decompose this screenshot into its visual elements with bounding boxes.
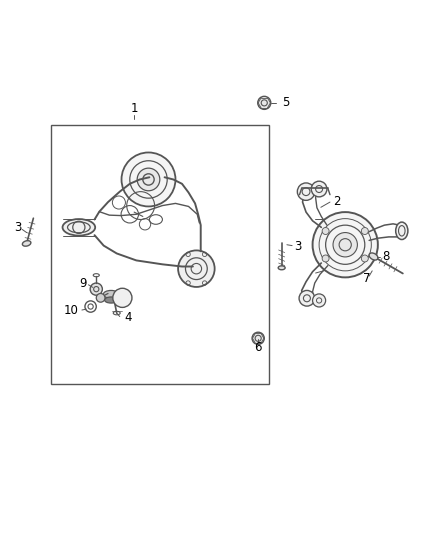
Text: 6: 6 — [254, 341, 262, 353]
Circle shape — [361, 228, 368, 235]
Text: 4: 4 — [124, 311, 132, 325]
Circle shape — [90, 283, 102, 295]
Circle shape — [178, 251, 215, 287]
Ellipse shape — [103, 290, 119, 298]
Ellipse shape — [278, 266, 285, 270]
Text: 1: 1 — [131, 102, 138, 116]
Circle shape — [96, 294, 105, 302]
Ellipse shape — [22, 241, 31, 246]
Bar — [51, 125, 269, 384]
Circle shape — [137, 168, 160, 191]
Ellipse shape — [396, 222, 408, 239]
Text: 5: 5 — [282, 96, 290, 109]
Circle shape — [361, 255, 368, 262]
Circle shape — [322, 228, 329, 235]
Ellipse shape — [63, 219, 95, 236]
Circle shape — [299, 290, 315, 306]
Ellipse shape — [369, 253, 378, 260]
Circle shape — [297, 183, 315, 200]
Circle shape — [121, 152, 176, 206]
Circle shape — [322, 255, 329, 262]
Circle shape — [313, 212, 378, 277]
Circle shape — [333, 232, 357, 257]
Circle shape — [311, 181, 327, 197]
Circle shape — [313, 294, 325, 307]
Text: 3: 3 — [14, 221, 21, 234]
Text: 8: 8 — [382, 251, 389, 263]
Text: 10: 10 — [64, 304, 79, 317]
Text: 2: 2 — [333, 195, 340, 208]
Circle shape — [113, 288, 132, 308]
Text: 9: 9 — [79, 277, 86, 290]
Text: 3: 3 — [294, 240, 301, 253]
Text: 7: 7 — [363, 272, 370, 285]
Circle shape — [252, 332, 264, 344]
Circle shape — [258, 96, 271, 109]
Ellipse shape — [105, 297, 117, 303]
